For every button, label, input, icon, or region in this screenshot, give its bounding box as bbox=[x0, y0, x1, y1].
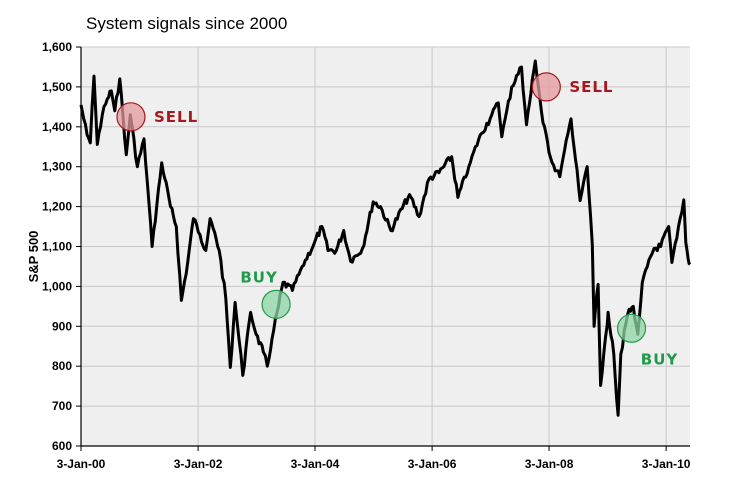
x-axis-ticks: 3-Jan-00 3-Jan-02 3-Jan-04 3-Jan-06 3-Jan-08… bbox=[57, 446, 691, 471]
series-group bbox=[79, 59, 692, 417]
x-tick-label: 3-Jan-04 bbox=[291, 457, 340, 471]
y-tick-label: 900 bbox=[52, 319, 72, 333]
sell-signal-label: SELL bbox=[569, 78, 613, 96]
y-tick-label: 1,400 bbox=[42, 120, 72, 134]
buy-signal-label: BUY bbox=[641, 350, 679, 368]
y-tick-label: 800 bbox=[52, 359, 72, 373]
buy-signal-marker bbox=[616, 313, 647, 343]
chart-title: System signals since 2000 bbox=[86, 14, 288, 33]
x-tick-label: 3-Jan-10 bbox=[642, 457, 691, 471]
y-tick-label: 700 bbox=[52, 399, 72, 413]
signal-markers: SELL BUY SELL BUY bbox=[116, 72, 679, 368]
x-tick-label: 3-Jan-06 bbox=[408, 457, 457, 471]
gridlines bbox=[81, 46, 690, 446]
y-tick-label: 1,200 bbox=[42, 200, 72, 214]
y-tick-label: 1,500 bbox=[42, 80, 72, 94]
sell-signal-label: SELL bbox=[154, 108, 198, 126]
y-tick-label: 1,300 bbox=[42, 160, 72, 174]
y-axis-label: S&P 500 bbox=[26, 231, 41, 283]
y-tick-label: 1,100 bbox=[42, 240, 72, 254]
y-axis-ticks: 600 700 800 900 1,000 1,100 1,200 1,300 1,400 1,5… bbox=[42, 40, 81, 453]
buy-signal-marker bbox=[261, 289, 291, 319]
x-tick-label: 3-Jan-00 bbox=[57, 457, 106, 471]
y-tick-label: 1,600 bbox=[42, 40, 72, 54]
x-tick-label: 3-Jan-08 bbox=[525, 457, 574, 471]
sell-signal-marker bbox=[116, 102, 146, 132]
x-tick-label: 3-Jan-02 bbox=[174, 457, 223, 471]
y-tick-label: 600 bbox=[52, 439, 72, 453]
series-line bbox=[79, 59, 692, 417]
buy-signal-label: BUY bbox=[240, 268, 278, 286]
sell-signal-marker bbox=[531, 72, 561, 102]
y-tick-label: 1,000 bbox=[42, 279, 72, 293]
